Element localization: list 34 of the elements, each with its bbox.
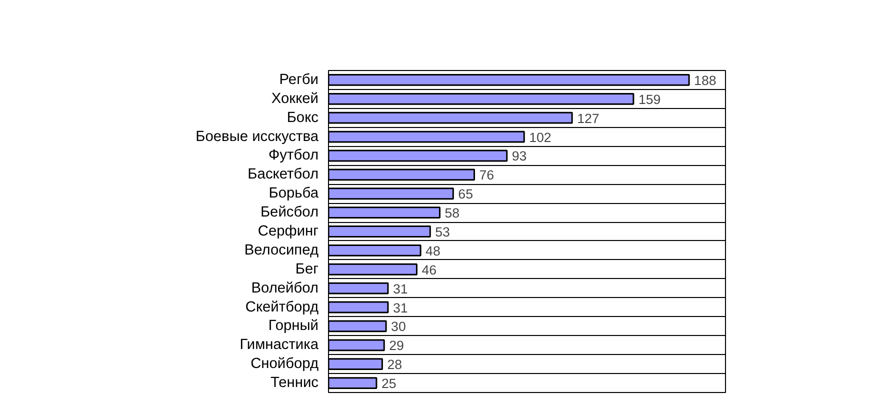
data-label: 28	[387, 357, 402, 372]
data-label: 25	[381, 376, 396, 392]
y-tick-label: Баскетбол	[248, 166, 318, 183]
y-tick-label: Серфинг	[258, 224, 319, 240]
data-label: 76	[479, 168, 494, 183]
y-tick-label: Хоккей	[271, 90, 319, 107]
data-label: 65	[458, 186, 473, 202]
y-tick-label: Теннис	[270, 375, 318, 392]
data-label: 53	[435, 224, 450, 240]
y-tick-label: Велосипед	[244, 242, 319, 258]
y-tick-label: Снойборд	[250, 356, 319, 372]
data-label: 127	[577, 110, 600, 126]
data-label: 31	[392, 300, 408, 316]
data-label: 31	[392, 281, 408, 296]
data-label: 102	[529, 130, 552, 145]
y-tick-label: Гимнастика	[240, 337, 320, 354]
y-tick-label: Борьба	[268, 186, 320, 202]
y-tick-label: Скейтборд	[245, 299, 319, 316]
y-tick-label: Горный	[268, 318, 319, 334]
data-label: 58	[444, 206, 460, 221]
data-label: 93	[512, 148, 527, 164]
data-label: 46	[422, 262, 437, 278]
y-tick-label: Бейсбол	[260, 204, 319, 221]
data-label: 30	[391, 319, 406, 334]
y-tick-label: Футбол	[268, 148, 319, 164]
y-tick-label: Бокс	[286, 110, 319, 126]
y-tick-label: Бег	[295, 261, 319, 278]
y-tick-label: Регби	[279, 72, 319, 88]
y-tick-label: Волейбол	[251, 280, 319, 296]
data-label: 29	[389, 338, 404, 354]
data-label: 48	[426, 243, 440, 258]
y-tick-label: Боевые исскуства	[196, 128, 320, 145]
data-label: 159	[638, 92, 661, 107]
data-label: 188	[694, 72, 716, 88]
